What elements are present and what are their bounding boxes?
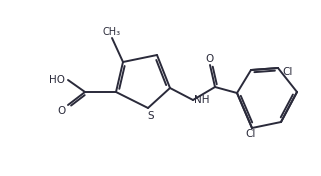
Text: HO: HO (49, 75, 65, 85)
Text: O: O (58, 106, 66, 116)
Text: Cl: Cl (246, 129, 256, 139)
Text: Cl: Cl (282, 67, 292, 77)
Text: O: O (205, 54, 213, 64)
Text: CH₃: CH₃ (103, 27, 121, 37)
Text: NH: NH (194, 95, 210, 105)
Text: S: S (148, 111, 154, 121)
